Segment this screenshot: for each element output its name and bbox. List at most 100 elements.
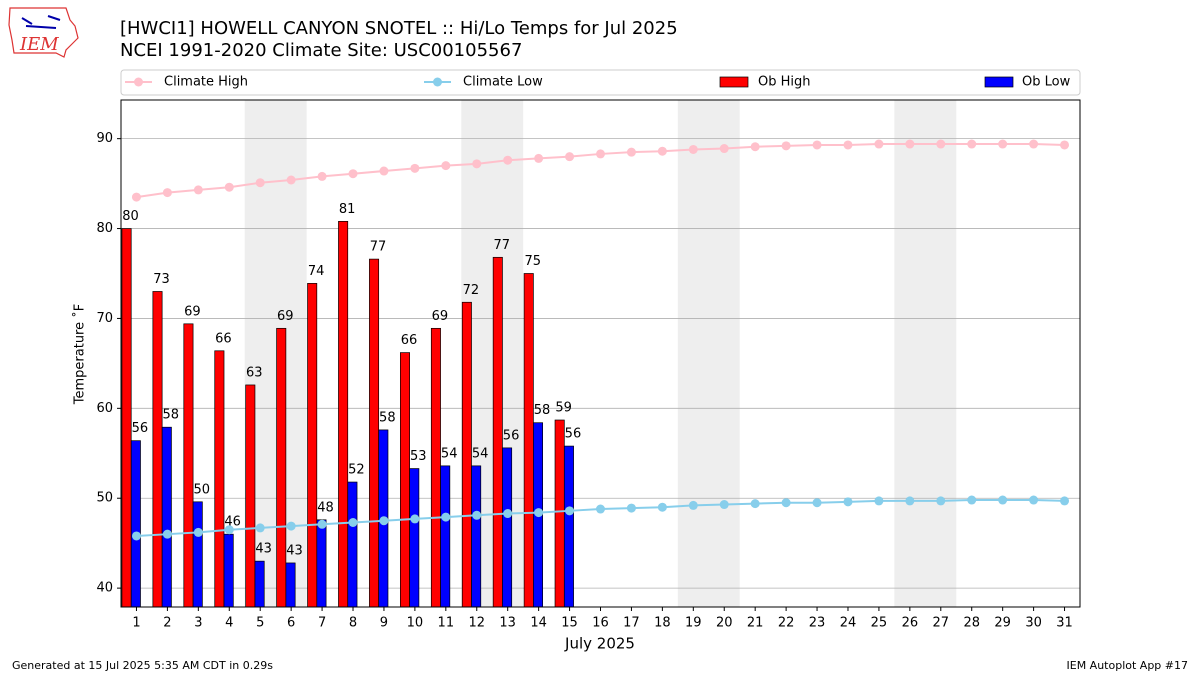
x-tick-label: 2 [163,616,171,631]
point [534,153,544,163]
point [626,503,636,513]
bar [161,426,172,608]
bar [471,465,482,608]
point [812,140,822,150]
data-label: 58 [379,410,396,425]
bar [245,384,256,608]
data-label: 77 [370,240,387,255]
weekend-shade [677,100,740,607]
point [441,512,451,522]
legend-swatch [719,76,749,88]
bar [130,440,141,608]
point [1060,496,1070,506]
x-tick-label: 14 [530,616,547,631]
data-label: 75 [524,254,541,269]
point [1060,140,1070,150]
point [379,166,389,176]
point [410,163,420,173]
y-tick-label: 50 [96,491,113,506]
point [688,500,698,510]
data-label: 69 [184,304,201,319]
data-label: 69 [277,309,294,324]
x-tick-label: 1 [132,616,140,631]
point [255,523,265,533]
x-tick-label: 31 [1056,616,1073,631]
bar [440,465,451,608]
point [286,175,296,185]
bar [492,256,503,608]
point [596,149,605,159]
bar [347,481,358,608]
point [874,139,884,149]
x-tick-label: 6 [287,616,295,631]
data-label: 50 [193,482,210,497]
bar [183,323,194,608]
bar [214,350,225,608]
point [905,139,915,149]
x-tick-label: 11 [438,616,455,631]
point [441,161,451,171]
y-tick-label: 90 [96,131,113,146]
x-tick-label: 4 [225,616,233,631]
legend-marker [433,77,442,87]
legend-marker [134,77,143,87]
chart-title: [HWCI1] HOWELL CANYON SNOTEL :: Hi/Lo Te… [120,18,678,39]
point [348,518,358,527]
x-tick-label: 7 [318,616,326,631]
point [224,182,234,192]
x-tick-label: 13 [499,616,516,631]
point [1029,495,1039,505]
chart-subtitle: NCEI 1991-2020 Climate Site: USC00105567 [120,40,522,61]
data-label: 72 [463,283,480,298]
x-tick-label: 29 [994,616,1011,631]
y-tick-label: 40 [96,581,113,596]
point [657,502,667,512]
data-label: 54 [472,446,489,461]
x-tick-label: 24 [840,616,857,631]
legend-label: Ob Low [1022,75,1071,90]
bar [152,291,163,608]
bar [554,419,565,608]
data-label: 63 [246,365,263,380]
data-label: 56 [503,428,520,443]
legend-label: Ob High [758,75,811,90]
point [379,516,389,526]
point [131,192,141,202]
x-tick-label: 22 [778,616,795,631]
data-label: 58 [163,408,180,423]
x-tick-label: 30 [1025,616,1042,631]
data-label: 66 [401,333,418,348]
point [565,506,575,516]
bar [192,501,203,608]
data-label: 73 [153,272,170,287]
bar [338,221,349,608]
x-tick-label: 8 [349,616,357,631]
point [565,152,575,162]
point [193,185,203,195]
point [503,155,513,165]
point [472,159,482,169]
x-tick-label: 10 [407,616,424,631]
point [843,497,853,507]
x-tick-label: 5 [256,616,264,631]
footer-left: Generated at 15 Jul 2025 5:35 AM CDT in … [12,659,273,672]
x-tick-label: 28 [963,616,980,631]
weekend-shade [894,100,957,607]
point [224,525,234,535]
point [967,495,977,505]
data-label: 53 [410,449,427,464]
point [534,508,544,518]
bar [563,445,574,608]
point [1029,139,1039,149]
point [719,500,729,510]
point [874,496,884,506]
x-tick-label: 27 [933,616,950,631]
point [781,141,791,151]
x-tick-label: 16 [592,616,609,631]
data-label: 59 [555,401,572,416]
point [688,144,698,154]
x-tick-label: 19 [685,616,702,631]
point [750,142,760,152]
